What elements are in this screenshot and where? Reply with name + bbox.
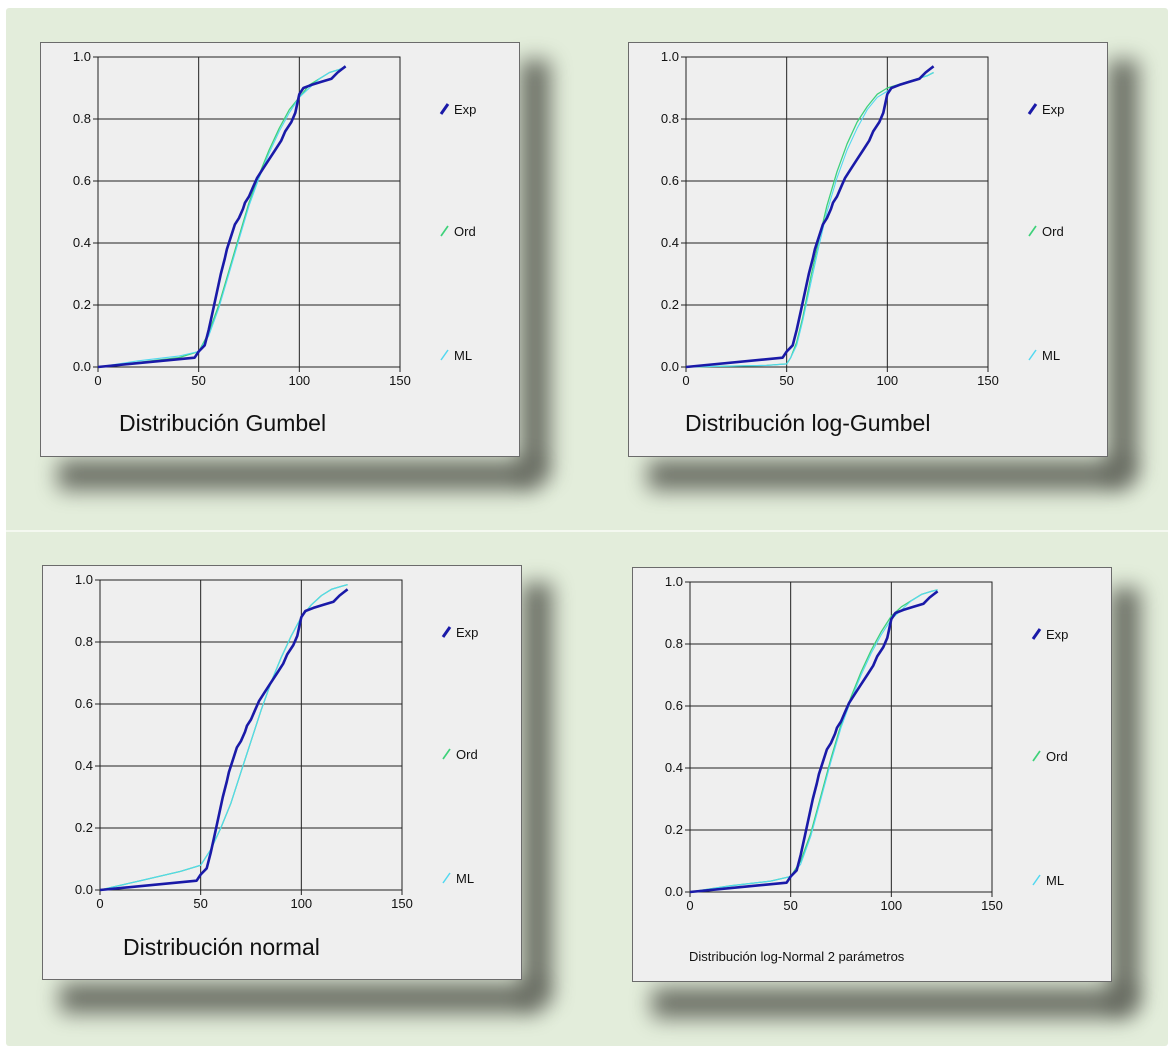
legend-label-ord: Ord	[1046, 749, 1068, 764]
legend-marker-ord	[1032, 750, 1041, 762]
x-tick-label: 50	[783, 898, 797, 913]
section-divider	[6, 530, 1168, 532]
chart-gumbel: 0.0 0.2 0.4 0.6 0.8 1.0 0 50 100 150 Exp Ord ML	[73, 49, 476, 388]
y-tick-label: 0.4	[661, 235, 679, 250]
y-tick-label: 0.4	[665, 760, 683, 775]
legend-label-ml: ML	[1042, 348, 1060, 363]
x-tick-label: 150	[391, 896, 413, 911]
legend-marker-exp	[1027, 103, 1038, 115]
chart-card-normal: 0.0 0.2 0.4 0.6 0.8 1.0 0 50 100 150 Exp Ord ML Dist…	[42, 565, 522, 980]
card-shadow	[60, 983, 540, 1013]
y-tick-label: 1.0	[665, 574, 683, 589]
x-tick-label: 100	[288, 373, 310, 388]
x-tick-label: 100	[880, 898, 902, 913]
y-tick-label: 0.6	[75, 696, 93, 711]
y-tick-label: 0.2	[661, 297, 679, 312]
y-tick-label: 0.2	[75, 820, 93, 835]
chart-title: Distribución log-Gumbel	[685, 410, 931, 436]
y-tick-label: 0.0	[661, 359, 679, 374]
chart-title: Distribución log-Normal 2 parámetros	[689, 949, 905, 964]
series-line-exp	[689, 590, 939, 894]
chart-card-gumbel: 0.0 0.2 0.4 0.6 0.8 1.0 0 50 100 150 Exp Ord ML Dist…	[40, 42, 520, 457]
card-shadow	[652, 988, 1132, 1018]
legend-marker-ml	[440, 349, 449, 361]
y-tick-label: 1.0	[73, 49, 91, 64]
card-shadow	[648, 460, 1128, 490]
y-tick-label: 0.4	[73, 235, 91, 250]
legend-label-ord: Ord	[456, 747, 478, 762]
legend-label-ml: ML	[454, 348, 472, 363]
legend-marker-ord	[1028, 225, 1037, 237]
card-shadow	[520, 60, 550, 480]
chart-title: Distribución normal	[123, 934, 320, 960]
card-shadow	[1110, 588, 1140, 1008]
legend-label-ml: ML	[1046, 873, 1064, 888]
y-tick-label: 0.6	[73, 173, 91, 188]
plot-area	[689, 581, 993, 893]
plot-area	[99, 579, 403, 891]
legend-marker-ml	[1028, 349, 1037, 361]
series-line-ml	[99, 584, 348, 891]
plot-area	[97, 56, 401, 368]
y-tick-label: 0.2	[73, 297, 91, 312]
legend-label-ml: ML	[456, 871, 474, 886]
y-tick-label: 0.0	[75, 882, 93, 897]
legend-label-exp: Exp	[1046, 627, 1068, 642]
y-tick-label: 0.8	[75, 634, 93, 649]
x-tick-label: 50	[191, 373, 205, 388]
card-shadow	[1108, 60, 1138, 480]
x-tick-label: 50	[193, 896, 207, 911]
chart-title: Distribución Gumbel	[119, 410, 327, 436]
y-tick-label: 0.0	[73, 359, 91, 374]
x-tick-label: 150	[389, 373, 411, 388]
legend-marker-ord	[442, 748, 451, 760]
series-line-exp	[97, 65, 347, 369]
legend-label-ord: Ord	[1042, 224, 1064, 239]
chart-log-normal: 0.0 0.2 0.4 0.6 0.8 1.0 0 50 100 150 Exp Ord ML	[665, 574, 1068, 913]
y-tick-label: 0.6	[661, 173, 679, 188]
x-tick-label: 150	[977, 373, 999, 388]
legend-marker-ord	[440, 225, 449, 237]
chart-card-log-normal: 0.0 0.2 0.4 0.6 0.8 1.0 0 50 100 150 Exp Ord ML Dist…	[632, 567, 1112, 982]
x-tick-label: 0	[94, 373, 101, 388]
legend-marker-exp	[441, 626, 452, 638]
legend-label-exp: Exp	[456, 625, 478, 640]
y-tick-label: 1.0	[75, 572, 93, 587]
y-tick-label: 0.2	[665, 822, 683, 837]
plot-area	[685, 56, 989, 368]
legend-marker-exp	[1031, 628, 1042, 640]
card-shadow	[522, 583, 552, 1003]
x-tick-label: 100	[290, 896, 312, 911]
x-tick-label: 50	[779, 373, 793, 388]
legend-label-exp: Exp	[454, 102, 476, 117]
x-tick-label: 0	[686, 898, 693, 913]
card-shadow	[58, 460, 538, 490]
x-tick-label: 100	[876, 373, 898, 388]
chart-log-gumbel: 0.0 0.2 0.4 0.6 0.8 1.0 0 50 100 150 Exp Ord ML	[661, 49, 1064, 388]
chart-card-log-gumbel: 0.0 0.2 0.4 0.6 0.8 1.0 0 50 100 150 Exp Ord ML Dist…	[628, 42, 1108, 457]
legend-marker-ml	[1032, 874, 1041, 886]
y-tick-label: 0.6	[665, 698, 683, 713]
y-tick-label: 1.0	[661, 49, 679, 64]
legend-label-exp: Exp	[1042, 102, 1064, 117]
series-line-exp	[99, 588, 349, 892]
y-tick-label: 0.0	[665, 884, 683, 899]
y-tick-label: 0.8	[661, 111, 679, 126]
x-tick-label: 150	[981, 898, 1003, 913]
chart-normal: 0.0 0.2 0.4 0.6 0.8 1.0 0 50 100 150 Exp Ord ML	[75, 572, 478, 911]
series-line-exp	[685, 65, 935, 369]
x-tick-label: 0	[682, 373, 689, 388]
x-tick-label: 0	[96, 896, 103, 911]
y-tick-label: 0.8	[73, 111, 91, 126]
legend-marker-ml	[442, 872, 451, 884]
y-tick-label: 0.8	[665, 636, 683, 651]
legend-label-ord: Ord	[454, 224, 476, 239]
y-tick-label: 0.4	[75, 758, 93, 773]
legend-marker-exp	[439, 103, 450, 115]
